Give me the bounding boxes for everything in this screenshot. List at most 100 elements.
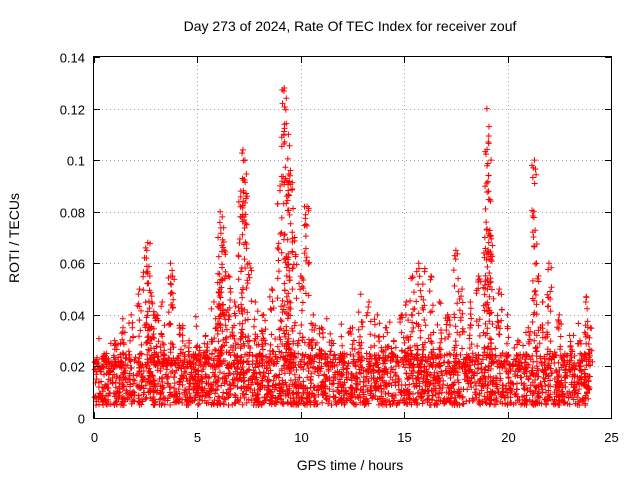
data-point bbox=[169, 368, 176, 375]
data-point bbox=[231, 351, 238, 358]
data-point bbox=[443, 321, 450, 328]
data-point bbox=[371, 352, 378, 359]
data-point bbox=[350, 337, 357, 344]
data-point bbox=[413, 298, 420, 305]
data-point bbox=[247, 385, 254, 392]
data-point bbox=[568, 346, 575, 353]
data-point bbox=[347, 351, 354, 358]
data-point bbox=[547, 308, 554, 315]
data-point bbox=[324, 359, 331, 366]
data-point bbox=[347, 393, 354, 400]
data-point bbox=[470, 396, 477, 403]
data-point bbox=[276, 387, 283, 394]
data-point bbox=[281, 103, 288, 110]
data-point bbox=[485, 239, 492, 246]
data-point bbox=[126, 320, 133, 327]
data-point bbox=[579, 398, 586, 405]
data-point bbox=[582, 331, 589, 338]
data-point bbox=[111, 361, 118, 368]
data-point bbox=[120, 339, 127, 346]
data-point bbox=[437, 339, 444, 346]
data-point bbox=[369, 395, 376, 402]
data-point bbox=[214, 327, 221, 334]
data-point bbox=[225, 402, 232, 409]
data-point bbox=[239, 305, 246, 312]
data-point bbox=[318, 347, 325, 354]
data-point bbox=[484, 263, 491, 270]
data-point bbox=[586, 373, 593, 380]
data-point bbox=[274, 245, 281, 252]
data-point bbox=[421, 317, 428, 324]
data-point bbox=[136, 317, 143, 324]
data-point bbox=[277, 336, 284, 343]
data-point bbox=[446, 350, 453, 357]
data-point bbox=[575, 340, 582, 347]
data-point bbox=[229, 332, 236, 339]
data-point bbox=[407, 347, 414, 354]
data-point bbox=[290, 359, 297, 366]
data-point bbox=[292, 381, 299, 388]
data-point bbox=[278, 173, 285, 180]
data-point bbox=[440, 381, 447, 388]
data-point bbox=[227, 285, 234, 292]
data-point bbox=[286, 142, 293, 149]
data-point bbox=[281, 128, 288, 135]
data-point bbox=[216, 369, 223, 376]
data-point bbox=[217, 294, 224, 301]
data-point bbox=[484, 276, 491, 283]
data-point bbox=[250, 367, 257, 374]
data-point bbox=[555, 359, 562, 366]
data-point bbox=[101, 350, 108, 357]
data-point bbox=[112, 379, 119, 386]
data-point bbox=[145, 346, 152, 353]
data-point bbox=[408, 311, 415, 318]
data-point bbox=[372, 383, 379, 390]
data-point bbox=[227, 390, 234, 397]
data-point bbox=[276, 187, 283, 194]
data-point bbox=[167, 290, 174, 297]
data-point bbox=[291, 322, 298, 329]
data-point bbox=[454, 372, 461, 379]
data-point bbox=[489, 321, 496, 328]
data-point bbox=[254, 390, 261, 397]
data-point bbox=[259, 360, 266, 367]
data-point bbox=[147, 388, 154, 395]
data-point bbox=[171, 392, 178, 399]
data-point bbox=[119, 350, 126, 357]
data-point bbox=[454, 300, 461, 307]
data-point bbox=[215, 338, 222, 345]
data-point bbox=[485, 133, 492, 140]
data-point bbox=[522, 397, 529, 404]
data-point bbox=[268, 388, 275, 395]
data-point bbox=[390, 398, 397, 405]
data-point bbox=[283, 323, 290, 330]
data-point bbox=[257, 382, 264, 389]
data-point bbox=[91, 394, 98, 401]
data-point bbox=[279, 100, 286, 107]
data-point bbox=[441, 399, 448, 406]
data-point bbox=[93, 398, 100, 405]
data-point bbox=[165, 380, 172, 387]
data-point bbox=[528, 162, 535, 169]
data-point bbox=[321, 382, 328, 389]
data-point bbox=[155, 338, 162, 345]
data-point bbox=[406, 396, 413, 403]
data-point bbox=[297, 358, 304, 365]
data-point bbox=[215, 253, 222, 260]
data-point bbox=[305, 365, 312, 372]
data-point bbox=[136, 401, 143, 408]
data-point bbox=[127, 388, 134, 395]
data-point bbox=[253, 374, 260, 381]
data-point bbox=[252, 331, 259, 338]
data-point bbox=[456, 331, 463, 338]
data-point bbox=[247, 264, 254, 271]
data-point bbox=[131, 389, 138, 396]
data-point bbox=[432, 385, 439, 392]
data-point bbox=[222, 335, 229, 342]
data-point bbox=[302, 221, 309, 228]
data-point bbox=[117, 354, 124, 361]
data-point bbox=[327, 348, 334, 355]
data-point bbox=[147, 340, 154, 347]
data-point bbox=[534, 275, 541, 282]
data-point bbox=[242, 317, 249, 324]
